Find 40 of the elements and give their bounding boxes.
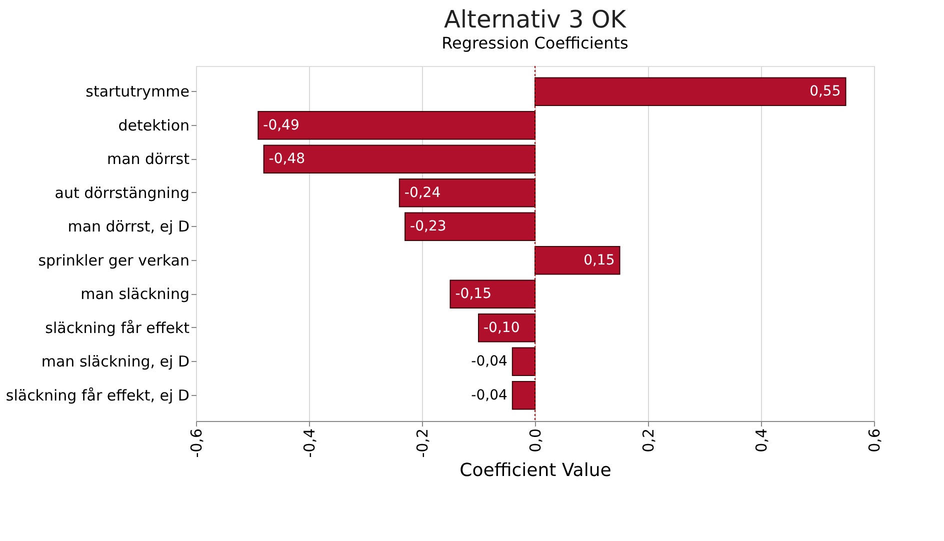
bar bbox=[512, 347, 536, 376]
bar bbox=[534, 77, 846, 106]
data-label: -0,48 bbox=[268, 151, 306, 168]
chart-title: Alternativ 3 OK bbox=[444, 6, 628, 34]
bar bbox=[263, 144, 536, 174]
bar bbox=[258, 111, 536, 140]
bar bbox=[398, 178, 536, 208]
y-tick-label: man släckning bbox=[80, 285, 190, 304]
x-axis-title: Coefficient Value bbox=[460, 460, 612, 481]
data-label: -0,04 bbox=[471, 354, 508, 370]
y-tick-label: släckning får effekt bbox=[45, 318, 190, 337]
y-tick-label: sprinkler ger verkan bbox=[38, 251, 190, 270]
x-tick-label: 0,6 bbox=[866, 428, 884, 452]
x-tick-label: -0,4 bbox=[300, 428, 318, 458]
bar bbox=[478, 314, 536, 342]
data-label: -0,24 bbox=[404, 184, 441, 201]
bar bbox=[450, 280, 536, 308]
data-label: -0,49 bbox=[263, 117, 300, 134]
x-tick-label: 0,0 bbox=[526, 428, 544, 452]
data-label: -0,04 bbox=[471, 387, 508, 404]
y-tick-label: man släckning, ej D bbox=[41, 352, 190, 371]
bar bbox=[534, 246, 620, 275]
y-tick-label: man dörrst, ej D bbox=[68, 218, 190, 236]
x-tick-label: -0,6 bbox=[188, 428, 206, 458]
data-label: -0,23 bbox=[410, 218, 446, 235]
x-tick-label: -0,2 bbox=[414, 428, 432, 458]
x-tick-label: 0,2 bbox=[640, 428, 658, 452]
data-label: 0,55 bbox=[810, 84, 841, 100]
chart-subtitle: Regression Coefficients bbox=[442, 34, 628, 52]
y-tick-label: detektion bbox=[118, 116, 190, 134]
y-tick-label: man dörrst bbox=[106, 150, 190, 168]
x-tick-label: 0,4 bbox=[752, 428, 770, 452]
y-tick-label: aut dörrstängning bbox=[54, 184, 190, 202]
data-label: -0,15 bbox=[455, 286, 492, 302]
y-tick-label: släckning får effekt, ej D bbox=[6, 386, 190, 404]
y-tick-label: startutrymme bbox=[86, 82, 190, 101]
data-label: -0,10 bbox=[484, 320, 520, 336]
data-label: 0,15 bbox=[584, 252, 615, 268]
bar bbox=[404, 212, 536, 241]
bar bbox=[512, 381, 536, 410]
